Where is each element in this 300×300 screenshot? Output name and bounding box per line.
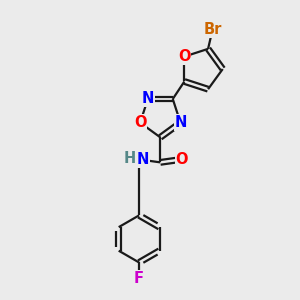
Text: O: O [178,49,190,64]
Text: N: N [174,115,187,130]
Text: F: F [134,271,144,286]
Text: O: O [175,152,188,167]
Text: H: H [124,151,136,166]
Text: N: N [142,92,154,106]
Text: O: O [134,115,146,130]
Text: Br: Br [203,22,222,37]
Text: N: N [136,152,149,167]
